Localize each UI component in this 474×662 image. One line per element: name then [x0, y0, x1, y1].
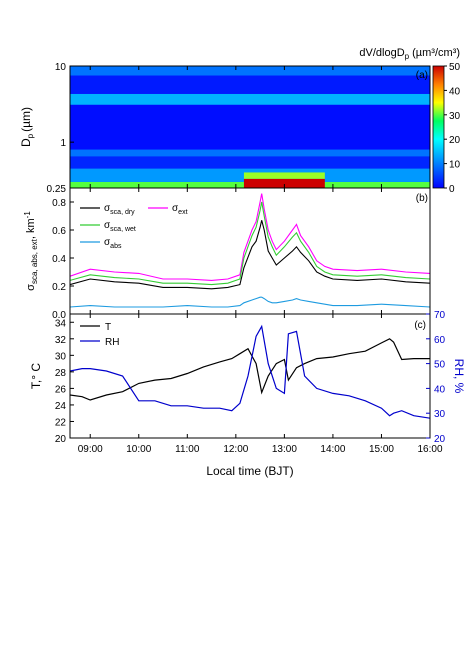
y-tick-label-b: 0.4 [52, 254, 66, 265]
ylabel-a-unit: (µm) [19, 107, 33, 132]
heatmap-cell [70, 75, 430, 94]
colorbar-tick-label: 50 [449, 62, 461, 73]
legend-c: T RH [80, 322, 119, 348]
x-tick-label: 15:00 [369, 444, 394, 455]
panel-b-plot [70, 193, 430, 308]
y-tick-label-c: 24 [55, 401, 67, 412]
legend-b: σsca, dry σext σsca, wet σabs [80, 203, 188, 250]
panel-c-label: (c) [414, 320, 426, 331]
colorbar-tick-label: 10 [449, 160, 461, 171]
panel-c-right-ticks: 20 30 40 50 60 70 [426, 310, 446, 445]
y-tick-label-b: 0.2 [52, 282, 66, 293]
y-tick-label-c: 20 [55, 434, 67, 445]
x-axis-ticks: 09:00 10:00 11:00 12:00 13:00 14:00 15:00 16:00 [78, 66, 443, 455]
legend-abs: σabs [104, 237, 122, 250]
heatmap-cell [70, 93, 430, 105]
series-line-b-0 [70, 220, 430, 290]
y-tick-label-c-right: 60 [434, 335, 446, 346]
panel-a-ylabel: Dp(µm) [19, 107, 35, 147]
y-tick-label-a: 1 [60, 138, 66, 149]
y-tick-label-b: 0.0 [52, 310, 66, 321]
legend-RH: RH [105, 337, 119, 348]
legend-sca-dry-base: σ [104, 203, 111, 214]
legend-sca-wet-sub: sca, wet [110, 226, 136, 233]
legend-sca-dry: σsca, dry [104, 203, 135, 216]
ylabel-b-sub: sca, abs, ext [30, 238, 39, 284]
panel-c-ylabel-right: RH, % [452, 359, 466, 394]
legend-abs-sub: abs [110, 243, 122, 250]
x-axis-label: Local time (BJT) [206, 464, 293, 478]
panel-b-y-ticks: 0.0 0.2 0.4 0.6 0.8 [52, 198, 74, 321]
legend-T: T [105, 322, 111, 333]
panel-c-plot [70, 324, 430, 419]
colorbar-tick-label: 30 [449, 111, 461, 122]
y-tick-label-b: 0.8 [52, 198, 66, 209]
legend-abs-base: σ [104, 237, 111, 248]
panel-c-y-ticks: 20 22 24 26 28 30 32 34 [55, 318, 74, 445]
panel-a-label: (a) [416, 70, 428, 81]
x-tick-label: 10:00 [126, 444, 151, 455]
y-tick-label-c-right: 40 [434, 384, 446, 395]
ylabel-b-unit: , km [25, 218, 37, 239]
x-tick-label: 09:00 [78, 444, 103, 455]
heatmap-cell [70, 149, 430, 157]
series-line-c-1 [70, 324, 430, 419]
panel-c-frame [69, 313, 431, 439]
ylabel-b-base: σ [25, 284, 37, 291]
heatmap-cell [70, 156, 430, 169]
series-line-b-2 [70, 193, 430, 281]
y-tick-label-c: 28 [55, 368, 67, 379]
series-line-c-0 [70, 338, 430, 401]
heatmap-cells [70, 66, 430, 188]
y-tick-label-c-right: 20 [434, 434, 446, 445]
colorbar [432, 65, 445, 189]
colorbar-ticks: 50 40 30 20 10 0 [444, 62, 461, 195]
colorbar-tick-label: 20 [449, 135, 461, 146]
ylabel-a-base: D [19, 138, 33, 147]
panel-b-label: (b) [416, 193, 428, 204]
y-tick-label-c-right: 30 [434, 409, 446, 420]
heatmap-title: dV/dlogDp (µm³/cm³) [359, 47, 460, 61]
y-tick-label-a: 10 [55, 62, 67, 73]
x-tick-label: 12:00 [223, 444, 248, 455]
legend-sca-dry-sub: sca, dry [110, 209, 135, 216]
y-tick-label-a: 0.25 [47, 184, 67, 195]
y-tick-label-c-right: 50 [434, 360, 446, 371]
legend-sca-wet: σsca, wet [104, 220, 136, 233]
series-line-b-1 [70, 201, 430, 286]
y-tick-label-c: 26 [55, 384, 67, 395]
colorbar-tick-label: 40 [449, 86, 461, 97]
colorbar-tick-label: 0 [449, 184, 455, 195]
legend-ext-sub: ext [178, 209, 187, 216]
heatmap-cell [70, 66, 430, 76]
x-tick-label: 13:00 [272, 444, 297, 455]
ylabel-b-sup: -1 [23, 211, 32, 219]
y-tick-label-b: 0.6 [52, 226, 66, 237]
y-tick-label-c-right: 70 [434, 310, 446, 321]
ylabel-a-sub: p [26, 133, 35, 138]
heatmap-title-unit: (µm³/cm³) [412, 47, 460, 59]
heatmap-title-sub: p [405, 52, 410, 61]
heatmap-cell [243, 178, 325, 188]
legend-ext: σext [172, 203, 188, 216]
heatmap-cell [243, 172, 325, 179]
legend-ext-base: σ [172, 203, 179, 214]
heatmap-title-base: dV/dlogD [359, 47, 404, 59]
x-tick-label: 14:00 [320, 444, 345, 455]
y-tick-label-c: 34 [55, 318, 67, 329]
heatmap-cell [70, 104, 430, 150]
y-tick-label-c: 22 [55, 417, 67, 428]
y-tick-label-c: 30 [55, 351, 67, 362]
legend-sca-wet-base: σ [104, 220, 111, 231]
y-tick-label-c: 32 [55, 335, 67, 346]
x-tick-label: 11:00 [175, 444, 200, 455]
panel-b: (b) 0.00.20.40.60.8 σsca, abs, ext, km-1… [23, 187, 431, 321]
x-tick-label: 16:00 [417, 444, 442, 455]
panel-b-ylabel: σsca, abs, ext, km-1 [23, 211, 39, 291]
series-line-b-3 [70, 296, 430, 308]
panel-c-ylabel: T,° C [29, 363, 43, 389]
